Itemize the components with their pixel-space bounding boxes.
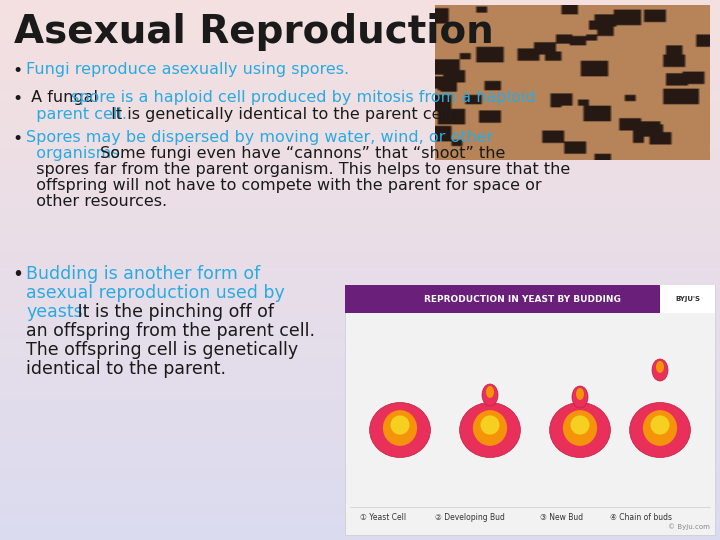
Ellipse shape — [643, 410, 677, 446]
Text: It is genetically identical to the parent cell.: It is genetically identical to the paren… — [107, 107, 456, 122]
Text: ④ Chain of buds: ④ Chain of buds — [610, 512, 672, 522]
Text: The offspring cell is genetically: The offspring cell is genetically — [26, 341, 298, 359]
Text: •: • — [12, 90, 22, 108]
Text: Some fungi even have “cannons” that “shoot” the: Some fungi even have “cannons” that “sho… — [95, 146, 505, 161]
Ellipse shape — [473, 410, 507, 446]
Text: ① Yeast Cell: ① Yeast Cell — [360, 512, 406, 522]
Ellipse shape — [390, 415, 410, 435]
Text: identical to the parent.: identical to the parent. — [26, 360, 226, 378]
Text: Budding is another form of: Budding is another form of — [26, 265, 260, 283]
Ellipse shape — [549, 402, 611, 457]
Text: REPRODUCTION IN YEAST BY BUDDING: REPRODUCTION IN YEAST BY BUDDING — [424, 294, 621, 303]
Text: other resources.: other resources. — [26, 194, 167, 209]
Bar — [345, 285, 715, 313]
Text: asexual reproduction used by: asexual reproduction used by — [26, 284, 284, 302]
Ellipse shape — [650, 415, 670, 435]
Ellipse shape — [570, 415, 590, 435]
Ellipse shape — [572, 386, 588, 408]
Text: A fungal: A fungal — [26, 90, 103, 105]
Text: spore is a haploid cell produced by mitosis from a haploid: spore is a haploid cell produced by mito… — [71, 90, 536, 105]
Ellipse shape — [652, 359, 668, 381]
Text: yeasts.: yeasts. — [26, 303, 89, 321]
Ellipse shape — [480, 415, 500, 435]
Bar — [660, 285, 715, 313]
Text: © Byju.com: © Byju.com — [668, 523, 710, 530]
Bar — [345, 285, 715, 535]
Text: Fungi reproduce asexually using spores.: Fungi reproduce asexually using spores. — [26, 62, 349, 77]
Text: •: • — [12, 265, 23, 284]
Text: •: • — [12, 130, 22, 148]
Text: organisms.: organisms. — [26, 146, 125, 161]
Ellipse shape — [383, 410, 417, 446]
Text: ③ New Bud: ③ New Bud — [540, 512, 583, 522]
Ellipse shape — [482, 384, 498, 406]
Text: offspring will not have to compete with the parent for space or: offspring will not have to compete with … — [26, 178, 541, 193]
Text: parent cell.: parent cell. — [26, 107, 127, 122]
Text: BYJU'S: BYJU'S — [675, 296, 700, 302]
Text: ② Developing Bud: ② Developing Bud — [435, 512, 505, 522]
Ellipse shape — [656, 361, 664, 373]
Text: Spores may be dispersed by moving water, wind, or other: Spores may be dispersed by moving water,… — [26, 130, 493, 145]
Ellipse shape — [486, 386, 494, 398]
Ellipse shape — [576, 388, 584, 400]
Text: •: • — [12, 62, 22, 80]
Text: It is the pinching off of: It is the pinching off of — [71, 303, 274, 321]
Text: an offspring from the parent cell.: an offspring from the parent cell. — [26, 322, 315, 340]
Text: Asexual Reproduction: Asexual Reproduction — [14, 13, 494, 51]
Ellipse shape — [563, 410, 597, 446]
Ellipse shape — [369, 402, 431, 457]
Ellipse shape — [459, 402, 521, 457]
Ellipse shape — [629, 402, 690, 457]
Text: spores far from the parent organism. This helps to ensure that the: spores far from the parent organism. Thi… — [26, 162, 570, 177]
